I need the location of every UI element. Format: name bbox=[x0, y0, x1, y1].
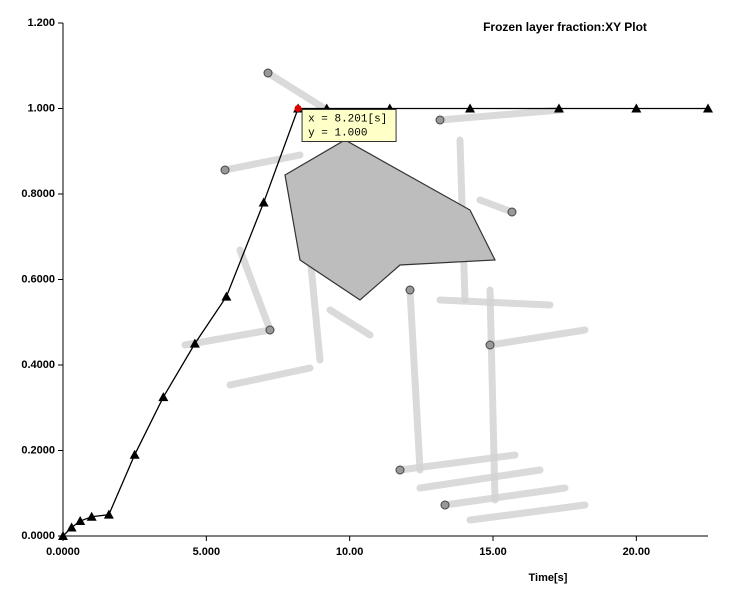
data-point bbox=[158, 392, 168, 401]
y-tick-label: 0.8000 bbox=[21, 188, 55, 200]
y-tick-label: 0.4000 bbox=[21, 359, 55, 371]
x-tick-label: 15.00 bbox=[479, 546, 507, 558]
data-point bbox=[130, 450, 140, 459]
x-tick-label: 10.00 bbox=[336, 546, 364, 558]
x-axis-label: Time[s] bbox=[529, 572, 568, 584]
chart: Frozen layer fraction:XY Plot Time[s] 0.… bbox=[0, 0, 731, 591]
data-point bbox=[67, 522, 77, 531]
tooltip-point bbox=[295, 105, 302, 112]
tooltip-text: y = 1.000 bbox=[308, 127, 367, 139]
x-tick-label: 0.0000 bbox=[46, 546, 80, 558]
chart-title: Frozen layer fraction:XY Plot bbox=[483, 20, 647, 34]
data-point bbox=[104, 510, 114, 519]
tooltip-text: x = 8.201[s] bbox=[308, 113, 387, 125]
x-tick-label: 20.00 bbox=[623, 546, 651, 558]
y-tick-label: 0.2000 bbox=[21, 444, 55, 456]
y-tick-label: 1.000 bbox=[27, 102, 55, 114]
y-tick-label: 0.6000 bbox=[21, 273, 55, 285]
y-tick-label: 1.200 bbox=[27, 17, 55, 29]
data-point bbox=[259, 198, 269, 207]
y-tick-label: 0.0000 bbox=[21, 530, 55, 542]
data-point bbox=[75, 516, 85, 525]
x-tick-label: 5.000 bbox=[193, 546, 221, 558]
data-point bbox=[221, 292, 231, 301]
